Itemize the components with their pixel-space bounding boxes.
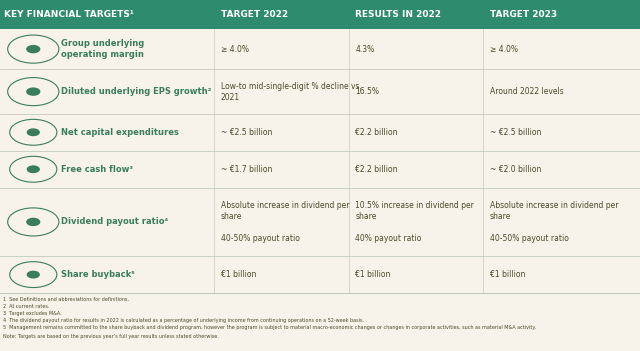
Text: TARGET 2023: TARGET 2023: [490, 10, 557, 19]
Circle shape: [28, 271, 39, 278]
Text: 2  At current rates.: 2 At current rates.: [3, 304, 49, 309]
Text: €1 billion: €1 billion: [221, 270, 256, 279]
Text: KEY FINANCIAL TARGETS¹: KEY FINANCIAL TARGETS¹: [4, 10, 134, 19]
Text: Absolute increase in dividend per
share

40-50% payout ratio: Absolute increase in dividend per share …: [221, 201, 349, 243]
Text: TARGET 2022: TARGET 2022: [221, 10, 288, 19]
Text: Absolute increase in dividend per
share

40-50% payout ratio: Absolute increase in dividend per share …: [490, 201, 618, 243]
Text: Diluted underlying EPS growth²: Diluted underlying EPS growth²: [61, 87, 211, 96]
Circle shape: [27, 88, 40, 95]
Text: ~ €2.5 billion: ~ €2.5 billion: [490, 128, 541, 137]
Text: Share buyback⁵: Share buyback⁵: [61, 270, 134, 279]
Text: €1 billion: €1 billion: [490, 270, 525, 279]
Text: ≥ 4.0%: ≥ 4.0%: [221, 45, 249, 54]
Text: Around 2022 levels: Around 2022 levels: [490, 87, 563, 96]
Text: Note: Targets are based on the previous year’s full year results unless stated o: Note: Targets are based on the previous …: [3, 334, 219, 339]
Text: Net capital expenditures: Net capital expenditures: [61, 128, 179, 137]
Text: Free cash flow³: Free cash flow³: [61, 165, 133, 174]
Text: 4  The dividend payout ratio for results in 2022 is calculated as a percentage o: 4 The dividend payout ratio for results …: [3, 318, 364, 323]
Text: ~ €1.7 billion: ~ €1.7 billion: [221, 165, 272, 174]
Bar: [0, 0, 640, 29]
Text: 16.5%: 16.5%: [355, 87, 380, 96]
Circle shape: [28, 166, 39, 172]
Circle shape: [28, 129, 39, 135]
Text: Low-to mid-single-digit % decline vs.
2021: Low-to mid-single-digit % decline vs. 20…: [221, 81, 362, 102]
Text: 10.5% increase in dividend per
share

40% payout ratio: 10.5% increase in dividend per share 40%…: [355, 201, 474, 243]
Text: 4.3%: 4.3%: [355, 45, 374, 54]
Text: ≥ 4.0%: ≥ 4.0%: [490, 45, 518, 54]
Text: 1  See Definitions and abbreviations for definitions.: 1 See Definitions and abbreviations for …: [3, 297, 129, 302]
Circle shape: [27, 46, 40, 53]
Text: 3  Target excludes M&A.: 3 Target excludes M&A.: [3, 311, 62, 316]
Text: €1 billion: €1 billion: [355, 270, 390, 279]
Text: RESULTS IN 2022: RESULTS IN 2022: [355, 10, 441, 19]
Circle shape: [27, 218, 40, 225]
Text: 5  Management remains committed to the share buyback and dividend program, howev: 5 Management remains committed to the sh…: [3, 325, 536, 330]
Text: ~ €2.0 billion: ~ €2.0 billion: [490, 165, 541, 174]
Text: Group underlying
operating margin: Group underlying operating margin: [61, 39, 144, 59]
Text: €2.2 billion: €2.2 billion: [355, 128, 397, 137]
Text: Dividend payout ratio⁴: Dividend payout ratio⁴: [61, 217, 168, 226]
Text: ~ €2.5 billion: ~ €2.5 billion: [221, 128, 272, 137]
Text: €2.2 billion: €2.2 billion: [355, 165, 397, 174]
